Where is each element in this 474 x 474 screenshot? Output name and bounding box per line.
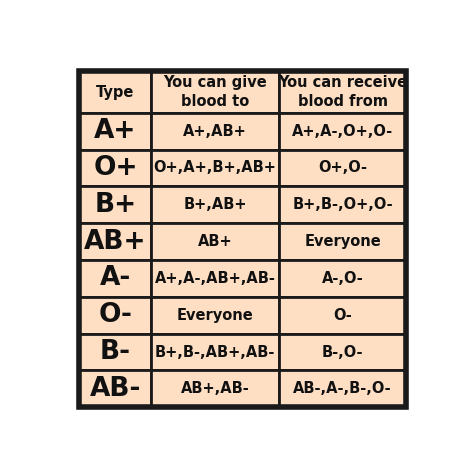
Text: B+,B-,AB+,AB-: B+,B-,AB+,AB-	[155, 345, 275, 360]
Bar	[279, 72, 406, 113]
Bar	[279, 223, 406, 260]
Bar	[279, 260, 406, 297]
Text: Everyone: Everyone	[304, 234, 381, 249]
Bar	[80, 72, 151, 113]
Bar	[279, 297, 406, 334]
Text: B-: B-	[100, 339, 131, 365]
Text: Type: Type	[96, 85, 135, 100]
Text: You can receive
blood from: You can receive blood from	[278, 75, 407, 109]
Bar	[80, 150, 151, 186]
Bar	[151, 186, 279, 223]
Text: B+,AB+: B+,AB+	[183, 197, 247, 212]
Bar	[279, 334, 406, 371]
Bar	[279, 150, 406, 186]
Text: O+: O+	[93, 155, 137, 181]
Text: AB+,AB-: AB+,AB-	[181, 382, 249, 396]
Bar	[151, 371, 279, 407]
Text: O-: O-	[99, 302, 132, 328]
Text: AB+: AB+	[84, 228, 146, 255]
Bar	[279, 186, 406, 223]
Bar	[80, 260, 151, 297]
Text: AB-: AB-	[90, 376, 141, 402]
Bar	[279, 371, 406, 407]
Text: A-: A-	[100, 265, 131, 292]
Text: B-,O-: B-,O-	[322, 345, 364, 360]
Bar	[279, 113, 406, 150]
Bar	[151, 113, 279, 150]
Bar	[80, 297, 151, 334]
Text: O+,O-: O+,O-	[318, 161, 367, 175]
Bar	[80, 72, 406, 407]
Bar	[80, 113, 151, 150]
Text: A+: A+	[94, 118, 137, 144]
Bar	[151, 260, 279, 297]
Text: O+,A+,B+,AB+: O+,A+,B+,AB+	[154, 161, 276, 175]
Bar	[151, 334, 279, 371]
Bar	[151, 223, 279, 260]
Text: A+,A-,AB+,AB-: A+,A-,AB+,AB-	[155, 271, 275, 286]
Text: A+,AB+: A+,AB+	[183, 124, 247, 139]
Bar	[151, 150, 279, 186]
Text: B+,B-,O+,O-: B+,B-,O+,O-	[292, 197, 393, 212]
Bar	[80, 371, 151, 407]
Text: AB+: AB+	[198, 234, 232, 249]
Text: AB-,A-,B-,O-: AB-,A-,B-,O-	[293, 382, 392, 396]
Text: O-: O-	[333, 308, 352, 323]
Bar	[80, 72, 406, 407]
Text: You can give
blood to: You can give blood to	[163, 75, 267, 109]
Text: A+,A-,O+,O-: A+,A-,O+,O-	[292, 124, 393, 139]
Bar	[80, 186, 151, 223]
Text: Everyone: Everyone	[177, 308, 254, 323]
Text: B+: B+	[94, 192, 137, 218]
Bar	[151, 297, 279, 334]
Bar	[151, 72, 279, 113]
Text: A-,O-: A-,O-	[322, 271, 364, 286]
Bar	[80, 223, 151, 260]
Bar	[80, 334, 151, 371]
